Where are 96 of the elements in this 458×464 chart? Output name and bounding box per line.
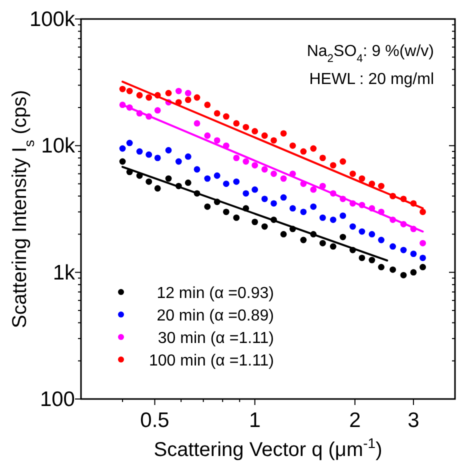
point xyxy=(242,190,250,197)
point xyxy=(126,88,133,94)
point xyxy=(126,140,133,146)
point xyxy=(340,212,346,219)
point xyxy=(154,107,161,114)
point xyxy=(368,231,376,238)
legend-label: 30 min (α =1.11) xyxy=(158,330,274,347)
point xyxy=(280,231,287,238)
legend-label: 100 min (α =1.11) xyxy=(148,352,274,370)
point xyxy=(368,256,376,264)
point xyxy=(350,223,356,230)
point xyxy=(300,208,307,216)
point xyxy=(270,137,277,144)
x-tick-label: 1 xyxy=(248,409,261,432)
point xyxy=(136,148,143,155)
point xyxy=(261,166,268,173)
point xyxy=(146,94,152,101)
y-tick-label: 10k xyxy=(41,134,76,158)
x-axis-title: Scattering Vector q (μm$^{-1}$) xyxy=(154,435,382,461)
point xyxy=(184,153,192,160)
legend-label: 12 min (α =0.93) xyxy=(156,285,274,302)
point xyxy=(222,180,230,187)
point xyxy=(222,208,230,216)
point xyxy=(320,214,326,221)
point xyxy=(310,186,317,193)
point xyxy=(261,132,268,139)
point xyxy=(184,96,192,104)
point xyxy=(280,130,287,137)
point xyxy=(233,120,240,127)
point xyxy=(136,92,143,98)
point xyxy=(165,147,172,154)
annotation: Na$_{2}$SO$_{4}$: 9 %(w/v) xyxy=(306,43,434,65)
point xyxy=(261,223,268,230)
point xyxy=(214,172,220,179)
point xyxy=(184,90,192,96)
point xyxy=(378,182,384,190)
point xyxy=(270,200,277,207)
annotation: HEWL : 20 mg/ml xyxy=(309,71,434,88)
y-tick-label: 100k xyxy=(29,8,76,31)
point xyxy=(378,236,384,244)
point xyxy=(214,137,220,144)
point xyxy=(330,243,336,250)
point xyxy=(175,88,182,94)
point xyxy=(252,218,258,226)
point xyxy=(358,175,366,182)
point xyxy=(261,196,268,202)
point xyxy=(252,162,258,168)
point xyxy=(222,113,230,120)
point xyxy=(300,148,307,155)
point xyxy=(310,145,317,152)
point xyxy=(358,254,366,262)
point xyxy=(194,94,200,101)
point xyxy=(378,264,384,270)
point xyxy=(233,214,240,221)
point xyxy=(320,240,326,246)
x-tick-label: 3 xyxy=(408,409,420,432)
point xyxy=(154,154,161,162)
legend-label: 20 min (α =0.89) xyxy=(156,308,274,324)
point xyxy=(300,236,307,244)
point xyxy=(350,170,356,177)
point xyxy=(233,154,240,162)
point xyxy=(358,228,366,235)
point xyxy=(252,128,258,134)
point xyxy=(146,151,152,158)
point xyxy=(194,120,200,127)
point xyxy=(165,175,172,182)
point xyxy=(270,170,277,177)
point xyxy=(290,142,296,149)
y-tick-label: 100 xyxy=(40,388,75,411)
point xyxy=(252,186,258,193)
point xyxy=(233,178,240,185)
point xyxy=(214,110,220,117)
point xyxy=(194,166,200,173)
point xyxy=(165,90,172,96)
point xyxy=(290,205,296,212)
point xyxy=(204,175,211,182)
point xyxy=(280,175,287,182)
point xyxy=(204,102,211,108)
point xyxy=(154,185,161,192)
point xyxy=(184,180,192,186)
point xyxy=(310,203,317,210)
point xyxy=(242,158,250,165)
point xyxy=(330,216,336,223)
point xyxy=(320,154,326,162)
point xyxy=(146,178,152,185)
point xyxy=(330,162,336,168)
point xyxy=(175,158,182,165)
point xyxy=(242,124,250,130)
point xyxy=(204,203,211,210)
point xyxy=(204,132,211,139)
x-tick-label: 2 xyxy=(349,409,361,432)
point xyxy=(340,234,346,240)
point xyxy=(280,194,287,201)
point xyxy=(340,158,346,165)
x-tick-label: 0.5 xyxy=(140,409,170,432)
y-tick-label: 1k xyxy=(52,261,76,284)
